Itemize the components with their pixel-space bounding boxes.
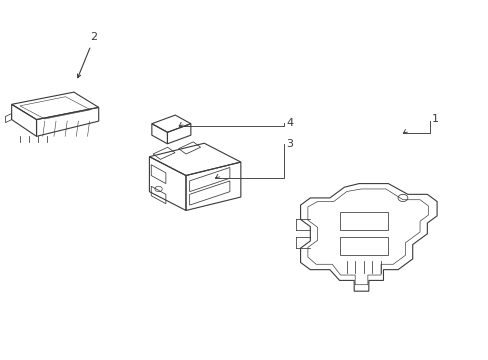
Text: 1: 1 <box>431 114 438 124</box>
Text: 4: 4 <box>285 118 292 128</box>
Text: 2: 2 <box>90 32 97 42</box>
Text: 3: 3 <box>285 139 292 149</box>
